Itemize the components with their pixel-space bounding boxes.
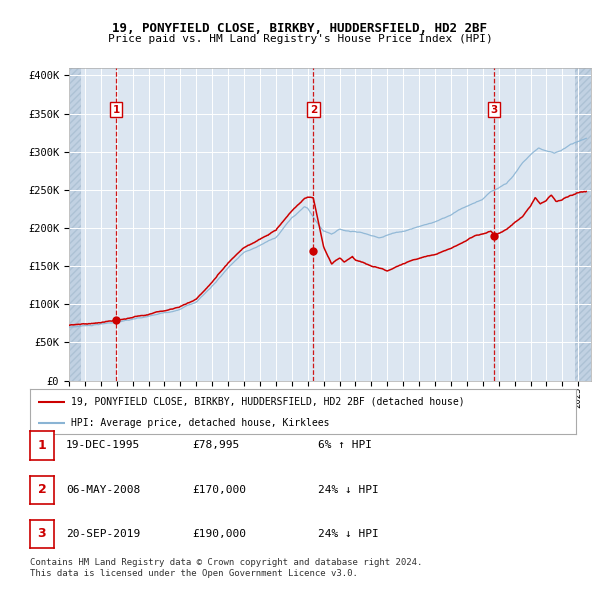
Text: HPI: Average price, detached house, Kirklees: HPI: Average price, detached house, Kirk… bbox=[71, 418, 329, 428]
Text: £170,000: £170,000 bbox=[192, 485, 246, 494]
Text: 3: 3 bbox=[491, 105, 498, 115]
Text: 24% ↓ HPI: 24% ↓ HPI bbox=[318, 529, 379, 539]
Text: £78,995: £78,995 bbox=[192, 441, 239, 450]
Text: 24% ↓ HPI: 24% ↓ HPI bbox=[318, 485, 379, 494]
Text: 2: 2 bbox=[310, 105, 317, 115]
Bar bbox=[69, 68, 81, 381]
Text: 19, PONYFIELD CLOSE, BIRKBY, HUDDERSFIELD, HD2 2BF (detached house): 19, PONYFIELD CLOSE, BIRKBY, HUDDERSFIEL… bbox=[71, 397, 464, 407]
Text: 20-SEP-2019: 20-SEP-2019 bbox=[66, 529, 140, 539]
Bar bbox=[575, 68, 591, 381]
Text: Price paid vs. HM Land Registry's House Price Index (HPI): Price paid vs. HM Land Registry's House … bbox=[107, 34, 493, 44]
Text: 1: 1 bbox=[112, 105, 120, 115]
Text: 06-MAY-2008: 06-MAY-2008 bbox=[66, 485, 140, 494]
Text: This data is licensed under the Open Government Licence v3.0.: This data is licensed under the Open Gov… bbox=[30, 569, 358, 578]
Text: Contains HM Land Registry data © Crown copyright and database right 2024.: Contains HM Land Registry data © Crown c… bbox=[30, 558, 422, 566]
Text: 19, PONYFIELD CLOSE, BIRKBY, HUDDERSFIELD, HD2 2BF: 19, PONYFIELD CLOSE, BIRKBY, HUDDERSFIEL… bbox=[113, 22, 487, 35]
Text: £190,000: £190,000 bbox=[192, 529, 246, 539]
Text: 1: 1 bbox=[38, 439, 46, 452]
Text: 2: 2 bbox=[38, 483, 46, 496]
Text: 19-DEC-1995: 19-DEC-1995 bbox=[66, 441, 140, 450]
Text: 6% ↑ HPI: 6% ↑ HPI bbox=[318, 441, 372, 450]
Text: 3: 3 bbox=[38, 527, 46, 540]
